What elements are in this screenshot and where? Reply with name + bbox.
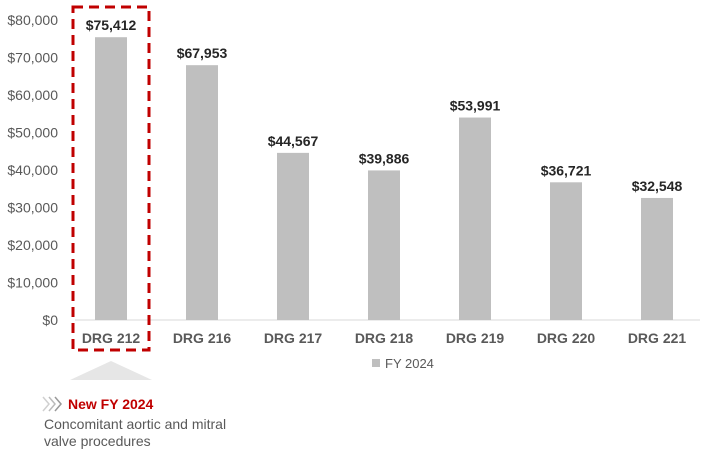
x-tick-label: DRG 221: [628, 330, 687, 346]
bar: [641, 197, 673, 320]
bar: [277, 152, 309, 320]
data-label: $36,721: [541, 162, 592, 178]
x-tick-label: DRG 212: [82, 330, 141, 346]
x-tick-label: DRG 219: [446, 330, 505, 346]
y-tick-label: $40,000: [7, 162, 58, 178]
data-label: $32,548: [632, 178, 683, 194]
data-label: $75,412: [86, 17, 137, 33]
bar: [550, 182, 582, 320]
bar: [95, 37, 127, 321]
x-tick-label: DRG 220: [537, 330, 596, 346]
y-tick-label: $30,000: [7, 200, 58, 216]
chevrons-icon: [42, 396, 62, 412]
y-tick-label: $0: [42, 312, 58, 328]
bar: [186, 65, 218, 321]
x-tick-label: DRG 218: [355, 330, 414, 346]
legend-swatch: [372, 359, 380, 367]
bar: [368, 170, 400, 320]
y-tick-label: $70,000: [7, 50, 58, 66]
annotation-body: Concomitant aortic and mitral valve proc…: [44, 416, 227, 449]
highlight-box: [71, 5, 151, 352]
y-tick-label: $50,000: [7, 125, 58, 141]
x-tick-label: DRG 217: [264, 330, 323, 346]
pointer-triangle: [70, 361, 152, 380]
data-label: $39,886: [359, 150, 410, 166]
annotation-title: New FY 2024: [68, 396, 154, 412]
y-tick-label: $10,000: [7, 275, 58, 291]
bar: [459, 117, 491, 320]
data-label: $44,567: [268, 133, 319, 149]
y-tick-label: $60,000: [7, 87, 58, 103]
y-tick-label: $20,000: [7, 237, 58, 253]
data-label: $53,991: [450, 98, 501, 114]
x-tick-label: DRG 216: [173, 330, 232, 346]
data-label: $67,953: [177, 45, 228, 61]
y-tick-label: $80,000: [7, 12, 58, 28]
legend-label: FY 2024: [385, 356, 434, 371]
